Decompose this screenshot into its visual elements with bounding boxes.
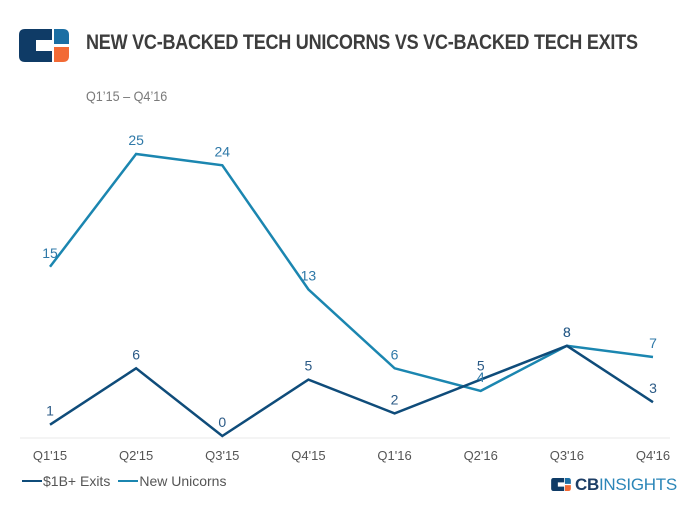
series-lines (49, 152, 654, 438)
logo-navy-block (19, 29, 52, 62)
cb-insights-small-logo-icon (551, 478, 571, 491)
logo-orange-block (54, 47, 69, 62)
data-label-new-unicorns-q1-16: 6 (391, 346, 399, 362)
x-tick-label-q4-16: Q4'16 (636, 448, 670, 463)
data-label-new-unicorns-q2-15: 25 (128, 132, 144, 148)
chart-title: NEW VC-BACKED TECH UNICORNS VS VC-BACKED… (86, 31, 638, 54)
cb-insights-logo-icon (19, 29, 69, 62)
legend-label-unicorns: New Unicorns (139, 473, 227, 489)
data-label-exits-q4-16: 3 (649, 380, 657, 396)
data-label-exits-q3-15: 0 (218, 414, 226, 430)
legend-swatch-exits (22, 480, 42, 482)
data-label-new-unicorns-q4-16: 7 (649, 335, 657, 351)
logo-blue-block (54, 29, 69, 44)
brand-insights-text: INSIGHTS (598, 475, 677, 494)
x-tick-label-q2-15: Q2'15 (119, 448, 153, 463)
x-tick-label-q4-15: Q4'15 (291, 448, 325, 463)
chart-subtitle: Q1’15 – Q4’16 (86, 88, 168, 104)
legend: $1B+ Exits New Unicorns (22, 473, 234, 489)
cb-insights-brand: CB INSIGHTS (551, 476, 677, 493)
x-tick-labels: Q1'15 Q2'15 Q3'15 Q4'15 Q1'16 Q2'16 Q3'16 Q4'16 (33, 448, 670, 463)
brand-cb-text: CB (575, 475, 599, 494)
data-label-exits-q3-16: 8 (563, 324, 571, 340)
x-tick-label-q1-16: Q1'16 (377, 448, 411, 463)
series-line-new-unicorns (49, 152, 654, 393)
data-label-exits-q2-15: 6 (132, 346, 140, 362)
data-label-exits-q4-15: 5 (305, 358, 313, 374)
data-label-new-unicorns-q3-16: 8 (563, 324, 571, 340)
x-tick-label-q2-16: Q2'16 (464, 448, 498, 463)
series-line-exits (49, 344, 654, 438)
data-label-new-unicorns-q2-16: 4 (477, 369, 485, 385)
x-tick-label-q3-15: Q3'15 (205, 448, 239, 463)
data-label-exits-q2-16: 5 (477, 358, 485, 374)
data-label-new-unicorns-q3-15: 24 (214, 143, 230, 159)
legend-label-exits: $1B+ Exits (43, 473, 111, 489)
x-tick-label-q3-16: Q3'16 (550, 448, 584, 463)
legend-swatch-unicorns (118, 480, 139, 482)
legend-item-exits: $1B+ Exits (22, 473, 110, 489)
data-label-exits-q1-16: 2 (391, 391, 399, 407)
x-tick-label-q1-15: Q1'15 (33, 448, 67, 463)
data-label-new-unicorns-q4-15: 13 (301, 267, 317, 283)
data-label-new-unicorns-q1-15: 15 (42, 245, 58, 261)
legend-item-unicorns: New Unicorns (118, 473, 226, 489)
data-label-exits-q1-15: 1 (46, 403, 54, 419)
